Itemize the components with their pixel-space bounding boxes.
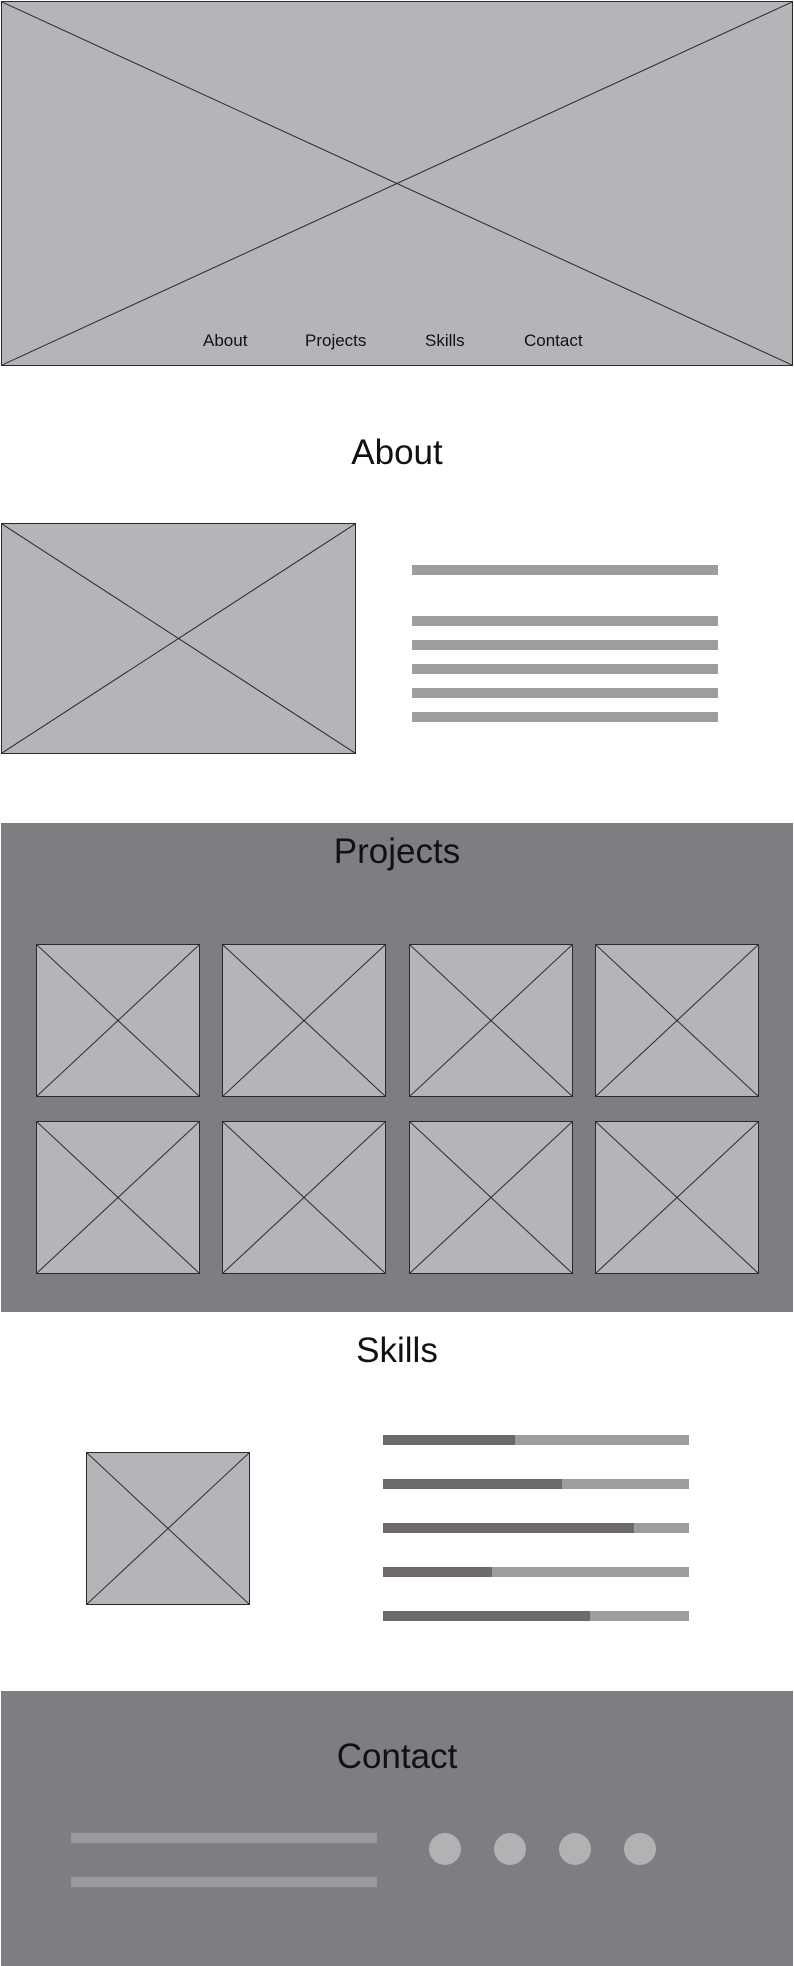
social-icon[interactable] <box>429 1833 461 1865</box>
skill-bar <box>383 1611 689 1621</box>
image-placeholder-icon <box>410 1122 572 1273</box>
project-thumbnail[interactable] <box>222 1121 386 1274</box>
contact-section <box>1 1691 793 1966</box>
image-placeholder-icon <box>2 524 355 753</box>
social-icon[interactable] <box>494 1833 526 1865</box>
about-title: About <box>351 433 443 472</box>
about-image-placeholder <box>1 523 356 754</box>
about-heading-line <box>412 565 718 575</box>
contact-title: Contact <box>336 1737 458 1776</box>
project-thumbnail[interactable] <box>409 944 573 1097</box>
project-thumbnail[interactable] <box>36 944 200 1097</box>
skill-bar <box>383 1435 689 1445</box>
image-placeholder-icon <box>410 945 572 1096</box>
skills-title: Skills <box>356 1331 438 1370</box>
image-placeholder-icon <box>596 1122 758 1273</box>
image-placeholder-icon <box>37 945 199 1096</box>
about-text-line <box>412 616 718 626</box>
social-icon[interactable] <box>624 1833 656 1865</box>
skill-bar-fill <box>383 1567 492 1577</box>
about-text-line <box>412 688 718 698</box>
skill-bar-fill <box>383 1435 515 1445</box>
about-text-line <box>412 640 718 650</box>
nav-projects-link[interactable]: Projects <box>305 331 367 350</box>
skill-bar <box>383 1567 689 1577</box>
social-icon[interactable] <box>559 1833 591 1865</box>
image-placeholder-icon <box>87 1453 249 1604</box>
project-thumbnail[interactable] <box>595 1121 759 1274</box>
image-placeholder-icon <box>223 1122 385 1273</box>
projects-title: Projects <box>333 832 461 871</box>
project-thumbnail[interactable] <box>595 944 759 1097</box>
contact-text-line <box>71 1833 377 1843</box>
project-thumbnail[interactable] <box>222 944 386 1097</box>
image-placeholder-icon <box>596 945 758 1096</box>
skill-bar-fill <box>383 1523 634 1533</box>
nav-skills-link[interactable]: Skills <box>425 331 465 350</box>
image-placeholder-icon <box>2 2 792 365</box>
skills-image-placeholder <box>86 1452 250 1605</box>
project-thumbnail[interactable] <box>409 1121 573 1274</box>
about-text-line <box>412 712 718 722</box>
image-placeholder-icon <box>223 945 385 1096</box>
skill-bar <box>383 1479 689 1489</box>
skill-bar-fill <box>383 1479 562 1489</box>
image-placeholder-icon <box>37 1122 199 1273</box>
nav-about-link[interactable]: About <box>203 331 248 350</box>
skill-bar <box>383 1523 689 1533</box>
about-text-line <box>412 664 718 674</box>
contact-text-line <box>71 1877 377 1887</box>
nav-contact-link[interactable]: Contact <box>524 331 583 350</box>
project-thumbnail[interactable] <box>36 1121 200 1274</box>
skill-bar-fill <box>383 1611 590 1621</box>
hero-image-placeholder <box>1 1 793 366</box>
